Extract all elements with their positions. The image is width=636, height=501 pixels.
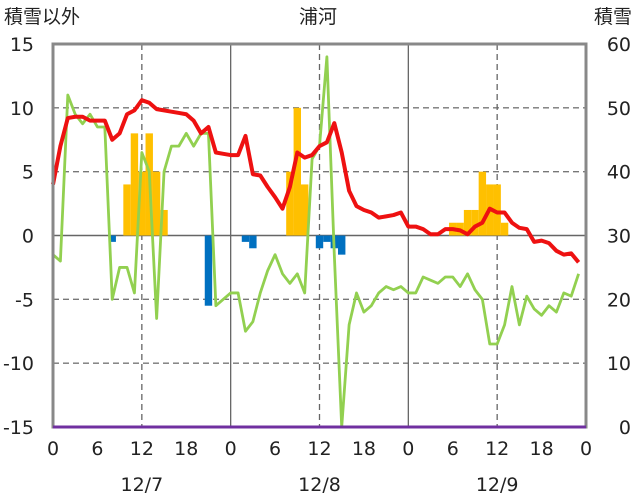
right-tick-label: 20 bbox=[607, 289, 631, 311]
x-tick-label: 18 bbox=[352, 438, 376, 460]
right-tick-label: 60 bbox=[607, 34, 631, 56]
snowfall-bar bbox=[323, 235, 331, 242]
x-tick-label: 6 bbox=[447, 438, 459, 460]
left-tick-label: 0 bbox=[22, 226, 34, 248]
right-tick-label: 10 bbox=[607, 353, 631, 375]
x-tick-label: 6 bbox=[91, 438, 103, 460]
right-tick-label: 50 bbox=[607, 98, 631, 120]
temperature-line bbox=[51, 98, 581, 264]
left-tick-label: 10 bbox=[10, 98, 34, 120]
snowfall-bar bbox=[108, 235, 116, 242]
snowfall-bar bbox=[300, 184, 309, 236]
x-tick-label: 12 bbox=[485, 438, 509, 460]
snowfall-bar bbox=[152, 171, 161, 236]
left-tick-label: -10 bbox=[3, 353, 34, 375]
snowfall-bar bbox=[338, 235, 346, 255]
right-tick-label: 40 bbox=[607, 162, 631, 184]
left-tick-label: -5 bbox=[15, 289, 34, 311]
x-axis-date-labels: 12/7 12/8 12/9 bbox=[120, 474, 518, 496]
series-lines bbox=[51, 55, 581, 429]
right-axis-ticks: 60 50 40 30 20 10 0 bbox=[607, 34, 631, 439]
x-tick-label: 18 bbox=[529, 438, 553, 460]
left-axis-ticks: 15 10 5 0 -5 -10 -15 bbox=[3, 34, 34, 439]
x-tick-label: 0 bbox=[47, 438, 59, 460]
x-tick-label: 18 bbox=[174, 438, 198, 460]
left-tick-label: -15 bbox=[3, 417, 34, 439]
date-label: 12/9 bbox=[476, 474, 519, 496]
x-axis-hour-ticks: 0 6 12 18 0 6 12 18 0 6 12 18 0 bbox=[47, 438, 592, 460]
left-tick-label: 15 bbox=[10, 34, 34, 56]
snowfall-bar bbox=[286, 171, 294, 236]
left-axis-label: 積雪以外 bbox=[4, 6, 80, 28]
right-tick-label: 30 bbox=[607, 226, 631, 248]
snowfall-bar bbox=[160, 209, 168, 236]
snowfall-bar bbox=[293, 107, 301, 236]
x-tick-label: 0 bbox=[225, 438, 237, 460]
x-tick-label: 12 bbox=[307, 438, 331, 460]
snowfall-bar bbox=[138, 171, 146, 236]
snowfall-bar bbox=[463, 209, 472, 236]
x-tick-label: 0 bbox=[402, 438, 414, 460]
snowfall-bar bbox=[471, 209, 479, 236]
left-tick-label: 5 bbox=[22, 162, 34, 184]
snowfall-bar bbox=[123, 184, 131, 236]
snowfall-bar bbox=[204, 235, 213, 306]
x-tick-label: 12 bbox=[130, 438, 154, 460]
snowfall-bar bbox=[500, 222, 509, 236]
snowfall-bar bbox=[241, 235, 250, 242]
x-tick-label: 6 bbox=[269, 438, 281, 460]
snowfall-bar bbox=[130, 133, 139, 236]
snowfall-bar bbox=[493, 184, 501, 236]
date-label: 12/8 bbox=[298, 474, 341, 496]
x-tick-label: 0 bbox=[580, 438, 592, 460]
snowfall-bar bbox=[315, 235, 324, 249]
right-tick-label: 0 bbox=[619, 417, 631, 439]
snowfall-bar bbox=[478, 171, 487, 236]
chart-title: 浦河 bbox=[299, 6, 337, 28]
date-label: 12/7 bbox=[120, 474, 163, 496]
snowfall-bar bbox=[249, 235, 257, 249]
right-axis-label: 積雪 bbox=[594, 6, 632, 28]
